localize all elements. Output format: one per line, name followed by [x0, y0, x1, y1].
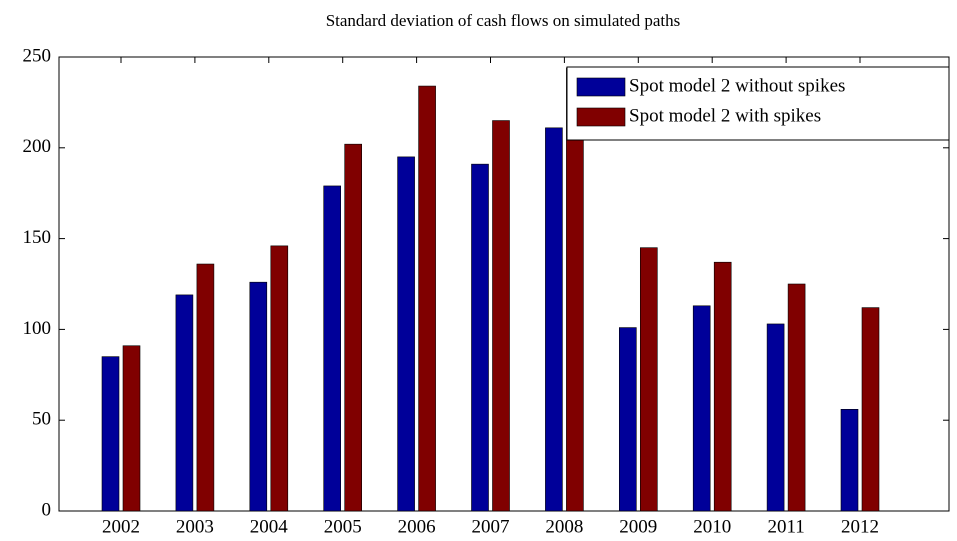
bar: [840, 409, 859, 512]
y-tick-label: 50: [32, 409, 51, 430]
x-tick-label: 2007: [472, 516, 510, 537]
bar: [122, 345, 141, 512]
x-tick-label: 2006: [398, 516, 436, 537]
bar: [471, 163, 489, 512]
legend-swatch: [576, 107, 626, 127]
bar: [618, 327, 637, 512]
bar: [397, 156, 415, 512]
bar: [418, 85, 436, 512]
bar: [861, 307, 880, 512]
bar: [323, 185, 342, 512]
legend-label: Spot model 2 without spikes: [629, 75, 845, 96]
bar: [344, 143, 363, 512]
x-tick-label: 2012: [841, 516, 879, 537]
x-tick-label: 2011: [767, 516, 804, 537]
x-tick-label: 2010: [693, 516, 731, 537]
bar: [545, 127, 563, 512]
x-tick-label: 2002: [102, 516, 140, 537]
bar: [249, 281, 268, 512]
y-tick-label: 100: [23, 318, 52, 339]
legend-box: [566, 66, 950, 141]
x-tick-label: 2004: [250, 516, 289, 537]
bar: [270, 245, 289, 512]
bar: [787, 283, 806, 512]
bar: [713, 261, 732, 512]
bar: [175, 294, 194, 512]
chart-title: Standard deviation of cash flows on simu…: [326, 11, 681, 30]
y-tick-label: 0: [42, 499, 52, 520]
x-tick-label: 2005: [324, 516, 362, 537]
x-tick-label: 2008: [545, 516, 583, 537]
y-tick-label: 150: [23, 227, 52, 248]
legend-swatch: [576, 77, 626, 97]
legend-label: Spot model 2 with spikes: [629, 105, 821, 126]
bar: [492, 120, 510, 512]
x-tick-label: 2009: [619, 516, 657, 537]
bar: [196, 263, 215, 512]
bar: [101, 356, 120, 512]
y-tick-label: 250: [23, 45, 52, 66]
bar: [639, 247, 658, 512]
y-tick-label: 200: [23, 136, 52, 157]
x-tick-label: 2003: [176, 516, 214, 537]
bar: [766, 323, 785, 512]
bar: [692, 305, 711, 512]
